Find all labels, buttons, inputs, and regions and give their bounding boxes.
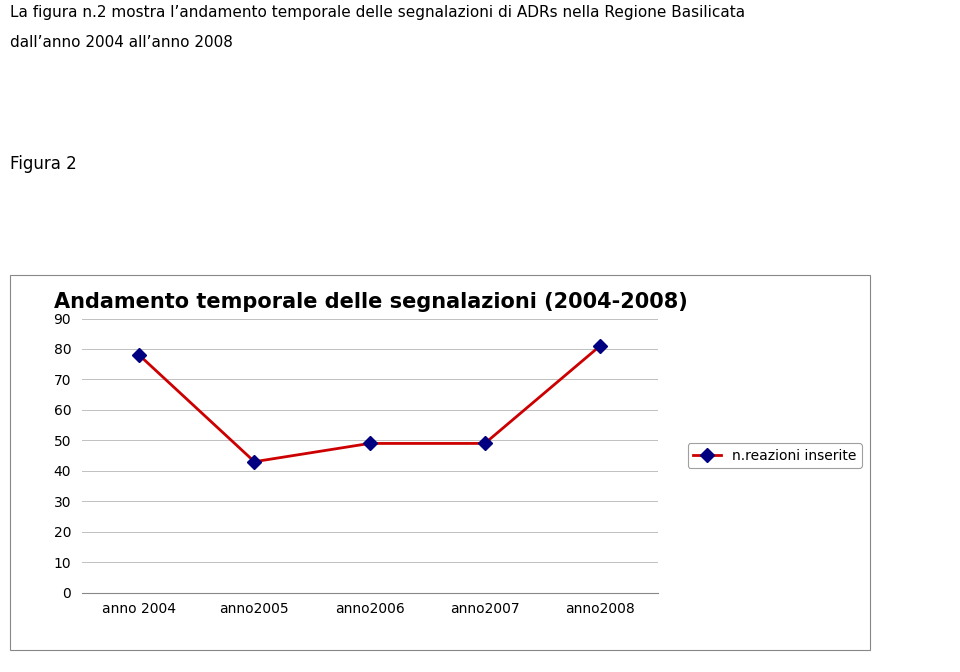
Text: Figura 2: Figura 2 xyxy=(10,155,77,173)
Text: Andamento temporale delle segnalazioni (2004-2008): Andamento temporale delle segnalazioni (… xyxy=(54,292,687,312)
Text: dall’anno 2004 all’anno 2008: dall’anno 2004 all’anno 2008 xyxy=(10,35,232,50)
Text: La figura n.2 mostra l’andamento temporale delle segnalazioni di ADRs nella Regi: La figura n.2 mostra l’andamento tempora… xyxy=(10,5,745,20)
Legend: n.reazioni inserite: n.reazioni inserite xyxy=(687,443,862,468)
